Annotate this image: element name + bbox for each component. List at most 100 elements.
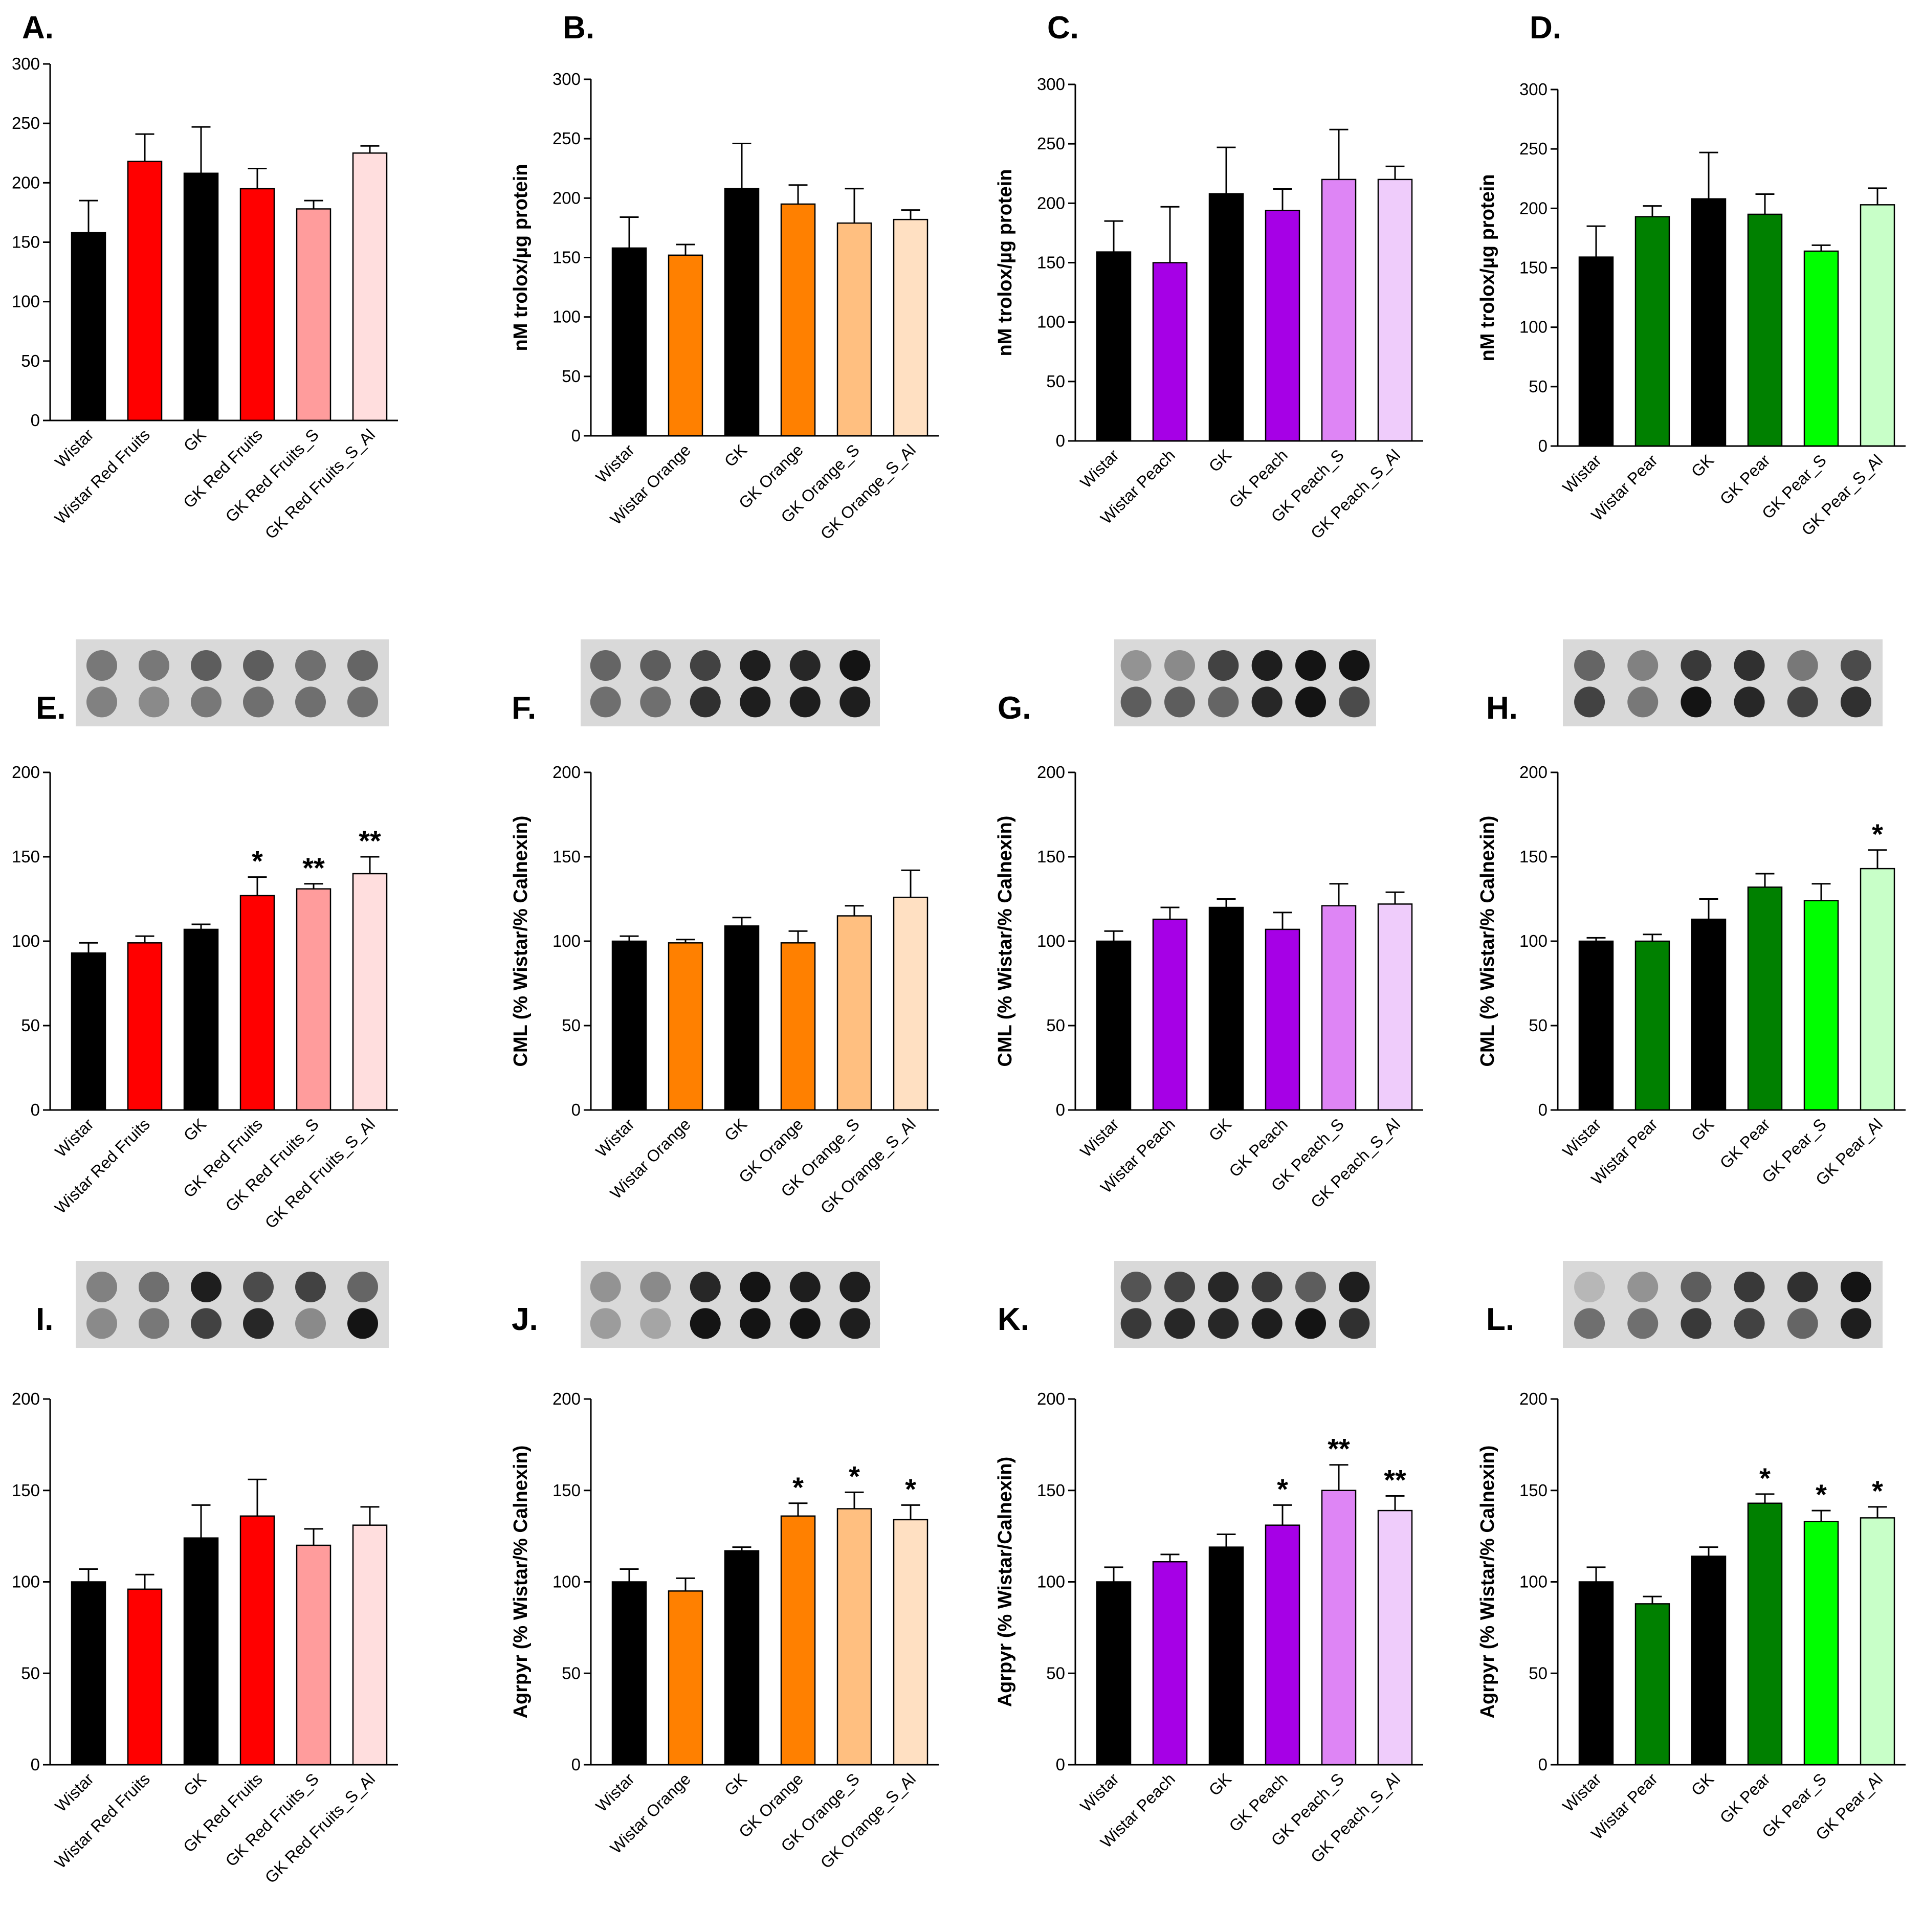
panel-label: J. bbox=[512, 1302, 538, 1337]
x-tick-label: GK bbox=[721, 440, 750, 470]
blot-dot bbox=[640, 686, 671, 718]
y-tick-label: 150 bbox=[1037, 253, 1065, 272]
bar bbox=[296, 1544, 331, 1766]
blot-dot bbox=[86, 686, 117, 718]
bar bbox=[1377, 179, 1413, 442]
bar bbox=[1747, 213, 1783, 447]
chart-panel-f: 0 50 100 150 200 CML (% Wistar/% Calnexin) Wis… bbox=[510, 763, 939, 1217]
x-tick-label: GK bbox=[721, 1115, 750, 1144]
bar bbox=[71, 232, 106, 421]
y-axis-label: nM trolox/µg protein bbox=[1477, 174, 1498, 362]
blot-dot bbox=[347, 650, 378, 681]
blot-dot bbox=[139, 1272, 169, 1302]
bar bbox=[1634, 1603, 1670, 1766]
x-tick-label: GK bbox=[180, 1115, 210, 1144]
blot-dot bbox=[1164, 1308, 1195, 1339]
y-tick-label: 300 bbox=[1519, 80, 1548, 99]
bar bbox=[352, 152, 388, 421]
significance-marker: * bbox=[1277, 1473, 1288, 1505]
blot-dot bbox=[1734, 686, 1765, 718]
blot-dot bbox=[789, 686, 821, 718]
panel-label: L. bbox=[1486, 1302, 1514, 1337]
bar bbox=[296, 888, 331, 1111]
y-tick-label: 250 bbox=[1519, 139, 1548, 158]
x-tick-label: Wistar bbox=[51, 425, 97, 471]
x-tick-label: Wistar bbox=[1076, 1769, 1122, 1815]
y-tick-label: 300 bbox=[552, 70, 581, 88]
bar bbox=[1578, 1581, 1614, 1766]
x-tick-label: Wistar Red Fruits bbox=[51, 425, 153, 527]
significance-marker: ** bbox=[1328, 1433, 1350, 1465]
blot-dot bbox=[243, 650, 274, 681]
x-tick-label: Wistar bbox=[1559, 1769, 1605, 1815]
x-tick-label: Wistar bbox=[1559, 1115, 1605, 1161]
blot-dot bbox=[295, 686, 326, 718]
bar bbox=[1208, 906, 1244, 1111]
blot-dot bbox=[1295, 1272, 1326, 1302]
y-tick-label: 200 bbox=[1037, 1389, 1065, 1408]
panel-label: D. bbox=[1530, 10, 1561, 46]
blot-dot bbox=[139, 650, 169, 681]
blot-dot bbox=[191, 1308, 222, 1339]
blot-dot bbox=[1208, 650, 1239, 681]
blot-dot bbox=[1120, 1272, 1152, 1302]
bar bbox=[611, 247, 647, 437]
significance-marker: ** bbox=[1384, 1463, 1406, 1496]
bar bbox=[836, 222, 872, 437]
x-tick-label: GK Red Fruits_S_Al bbox=[261, 1769, 379, 1886]
y-tick-label: 150 bbox=[1519, 1481, 1548, 1500]
bar bbox=[1691, 1556, 1727, 1766]
x-tick-label: GK Orange_S_Al bbox=[817, 1769, 919, 1872]
y-tick-label: 0 bbox=[1056, 1755, 1065, 1774]
bar bbox=[1208, 1546, 1244, 1766]
significance-marker: * bbox=[1872, 1475, 1883, 1507]
y-tick-label: 150 bbox=[12, 233, 40, 252]
bar bbox=[893, 1519, 929, 1766]
y-tick-label: 50 bbox=[21, 1016, 40, 1035]
bar bbox=[893, 896, 929, 1111]
y-axis-label: CML (% Wistar/% Calnexin) bbox=[1477, 816, 1498, 1067]
x-tick-label: GK bbox=[1205, 446, 1235, 475]
blot-dot bbox=[1120, 650, 1152, 681]
significance-marker: * bbox=[252, 845, 263, 877]
y-tick-label: 0 bbox=[1056, 1100, 1065, 1119]
bar bbox=[352, 873, 388, 1111]
dot-blot-g: G. bbox=[998, 639, 1376, 726]
blot-dot bbox=[690, 686, 721, 718]
blot-membrane bbox=[581, 1261, 880, 1348]
dot-blot-h: H. bbox=[1486, 639, 1883, 726]
x-tick-label: Wistar bbox=[592, 440, 638, 486]
x-tick-label: Wistar bbox=[1559, 451, 1605, 497]
blot-dot bbox=[191, 1272, 222, 1302]
blot-dot bbox=[243, 1272, 274, 1302]
y-tick-label: 50 bbox=[21, 351, 40, 370]
blot-dot bbox=[1339, 1308, 1370, 1339]
y-tick-label: 200 bbox=[1519, 1389, 1548, 1408]
x-tick-label: Wistar bbox=[592, 1769, 638, 1815]
bar bbox=[724, 188, 760, 437]
blot-dot bbox=[1295, 686, 1326, 718]
y-tick-label: 50 bbox=[1046, 1016, 1065, 1035]
y-tick-label: 250 bbox=[552, 129, 581, 148]
bar bbox=[1747, 1502, 1783, 1766]
y-tick-label: 150 bbox=[12, 1481, 40, 1500]
bar bbox=[239, 895, 275, 1111]
y-tick-label: 100 bbox=[1519, 931, 1548, 950]
dot-blot-j: J. bbox=[512, 1261, 880, 1348]
y-tick-label: 50 bbox=[562, 1663, 581, 1682]
bar bbox=[1860, 204, 1895, 447]
x-tick-label: Wistar Red Fruits bbox=[51, 1769, 153, 1872]
bar bbox=[352, 1524, 388, 1766]
blot-dot bbox=[1840, 650, 1871, 681]
bar bbox=[1860, 868, 1895, 1111]
bar bbox=[127, 942, 163, 1111]
y-tick-label: 150 bbox=[552, 1481, 581, 1500]
y-tick-label: 0 bbox=[1538, 436, 1548, 455]
blot-dot bbox=[1787, 650, 1818, 681]
significance-marker: ** bbox=[359, 825, 381, 857]
blot-dot bbox=[1251, 1272, 1283, 1302]
blot-dot bbox=[191, 650, 222, 681]
bar bbox=[668, 942, 703, 1111]
significance-marker: ** bbox=[302, 852, 325, 884]
